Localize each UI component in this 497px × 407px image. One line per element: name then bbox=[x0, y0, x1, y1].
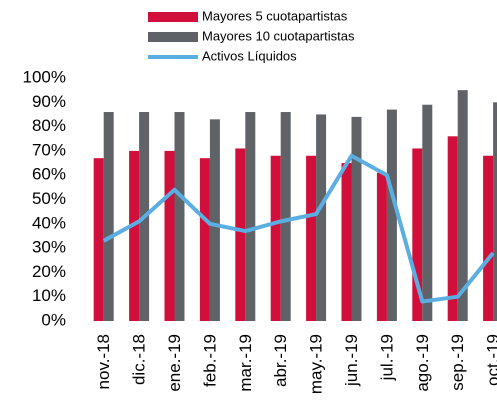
x-tick-label: abr.-19 bbox=[271, 334, 290, 387]
bar bbox=[316, 114, 327, 321]
x-tick-label: jul.-19 bbox=[377, 334, 396, 381]
bar bbox=[103, 112, 114, 322]
y-tick-label: 0% bbox=[41, 310, 66, 329]
bar bbox=[376, 172, 387, 321]
bar bbox=[457, 90, 468, 322]
bar bbox=[493, 102, 497, 321]
y-tick-label: 60% bbox=[32, 165, 66, 184]
bar bbox=[245, 112, 256, 322]
legend-swatch bbox=[148, 32, 198, 42]
bar bbox=[412, 148, 423, 321]
legend-label: Activos Líquidos bbox=[202, 48, 297, 63]
bar bbox=[422, 104, 433, 321]
y-tick-label: 80% bbox=[32, 116, 66, 135]
x-tick-label: jun.-19 bbox=[342, 334, 361, 387]
x-tick-label: feb.-19 bbox=[200, 334, 219, 387]
bar bbox=[351, 116, 362, 321]
bar bbox=[199, 158, 210, 321]
x-tick-label: dic.-18 bbox=[130, 334, 149, 385]
x-tick-label: may.-19 bbox=[307, 334, 326, 394]
y-tick-label: 30% bbox=[32, 238, 66, 257]
y-tick-label: 70% bbox=[32, 140, 66, 159]
bar bbox=[174, 112, 185, 322]
y-tick-label: 50% bbox=[32, 189, 66, 208]
y-tick-label: 10% bbox=[32, 286, 66, 305]
bar bbox=[209, 119, 220, 321]
legend-label: Mayores 10 cuotapartistas bbox=[202, 28, 355, 43]
x-tick-label: nov.-18 bbox=[94, 334, 113, 389]
x-tick-label: ago.-19 bbox=[413, 334, 432, 392]
bar bbox=[306, 155, 317, 321]
y-tick-label: 100% bbox=[23, 67, 66, 86]
bar bbox=[483, 155, 494, 321]
y-tick-label: 20% bbox=[32, 262, 66, 281]
bar bbox=[447, 136, 458, 321]
x-tick-label: ene.-19 bbox=[165, 334, 184, 392]
y-tick-label: 90% bbox=[32, 92, 66, 111]
line bbox=[102, 153, 495, 304]
legend-swatch bbox=[148, 12, 198, 22]
bar bbox=[386, 109, 397, 321]
bar bbox=[129, 150, 140, 321]
x-tick-label: oct.-19 bbox=[484, 334, 497, 386]
bar bbox=[270, 155, 281, 321]
legend-label: Mayores 5 cuotapartistas bbox=[202, 8, 348, 23]
bar bbox=[235, 148, 246, 321]
y-tick-label: 40% bbox=[32, 213, 66, 232]
bar bbox=[280, 112, 291, 322]
bar bbox=[164, 150, 175, 321]
x-tick-label: mar.-19 bbox=[236, 334, 255, 392]
bar bbox=[93, 158, 104, 321]
x-tick-label: sep.-19 bbox=[448, 334, 467, 391]
bar bbox=[341, 163, 352, 321]
